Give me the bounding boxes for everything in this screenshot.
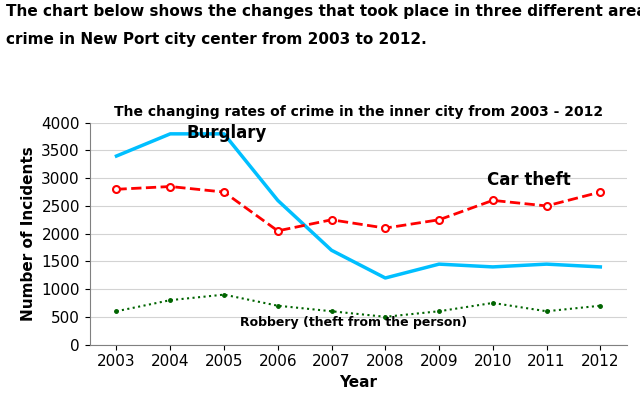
X-axis label: Year: Year (339, 375, 378, 390)
Title: The changing rates of crime in the inner city from 2003 - 2012: The changing rates of crime in the inner… (114, 105, 603, 119)
Text: Burglary: Burglary (186, 124, 267, 142)
Text: The chart below shows the changes that took place in three different areas of: The chart below shows the changes that t… (6, 4, 640, 19)
Y-axis label: Number of Incidents: Number of Incidents (20, 146, 36, 321)
Text: crime in New Port city center from 2003 to 2012.: crime in New Port city center from 2003 … (6, 32, 427, 47)
Text: Robbery (theft from the person): Robbery (theft from the person) (240, 316, 467, 329)
Text: Car theft: Car theft (488, 171, 571, 189)
